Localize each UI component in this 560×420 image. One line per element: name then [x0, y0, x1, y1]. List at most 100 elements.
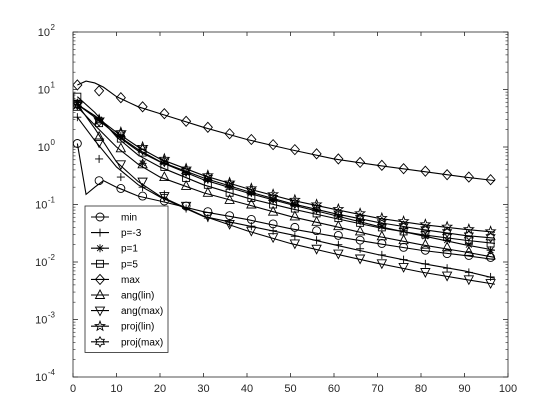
series-line-ang-lin — [76, 106, 496, 258]
series-proj-max — [73, 98, 496, 244]
data-point-proj-max — [463, 229, 474, 242]
data-point-proj-lin — [288, 193, 301, 206]
data-point-ang-lin — [202, 186, 214, 197]
data-point-ang-max — [137, 177, 148, 188]
x-tick-label: 80 — [415, 383, 427, 395]
data-point-max — [180, 115, 192, 127]
data-point-proj-max — [311, 202, 322, 214]
data-point-max — [224, 128, 235, 140]
data-point-max — [115, 92, 126, 104]
data-point-ang-lin — [159, 171, 170, 182]
data-point-max — [246, 133, 257, 146]
series-max — [73, 79, 496, 186]
data-point-proj-max — [441, 226, 453, 239]
legend-entry-p-5: p=5 — [91, 259, 138, 270]
data-point-p-3 — [443, 264, 452, 273]
data-point-ang-lin — [289, 210, 301, 221]
data-point-ang-lin — [485, 249, 496, 260]
legend-entry-p-3: p=-3 — [91, 228, 142, 239]
data-point-ang-lin — [354, 225, 366, 236]
data-point-max — [376, 159, 387, 172]
data-point-proj-max — [420, 223, 431, 236]
x-tick-label: 90 — [458, 383, 470, 395]
data-point-max — [463, 171, 474, 183]
x-tick-label: 60 — [328, 383, 340, 395]
data-point-min — [312, 226, 322, 236]
legend-marker-p-3 — [96, 228, 104, 237]
data-point-max — [485, 174, 496, 186]
data-point-ang-lin — [224, 193, 235, 204]
data-point-proj-lin — [441, 220, 454, 232]
x-tick-label: 20 — [154, 383, 166, 395]
data-point-proj-max — [202, 172, 213, 184]
data-point-proj-lin — [201, 169, 214, 181]
data-point-ang-lin — [463, 245, 475, 256]
data-point-proj-max — [115, 128, 126, 141]
data-point-ang-lin — [376, 230, 388, 241]
data-point-p-5 — [269, 200, 278, 209]
data-point-ang-lin — [180, 180, 192, 190]
data-point-p-3 — [356, 244, 365, 253]
data-point-proj-lin — [310, 198, 323, 210]
legend-entry-proj-lin: proj(lin) — [91, 319, 154, 333]
legend-label: proj(max) — [121, 337, 163, 348]
data-point-max — [202, 121, 213, 133]
data-point-p-1 — [138, 159, 147, 168]
data-point-proj-lin — [419, 218, 432, 230]
data-point-p-3 — [421, 259, 430, 268]
data-point-ang-lin — [246, 198, 257, 209]
data-point-proj-lin — [462, 223, 475, 235]
data-point-proj-max — [485, 231, 496, 244]
data-point-max — [398, 162, 409, 175]
legend-label: p=5 — [121, 259, 138, 270]
data-point-max — [267, 138, 279, 151]
data-point-min — [94, 176, 104, 186]
data-point-p-5 — [464, 236, 473, 245]
data-point-min — [290, 222, 300, 232]
data-point-p-3 — [399, 255, 408, 264]
data-point-p-3 — [377, 250, 386, 259]
data-point-p-5 — [486, 239, 495, 248]
data-point-ang-max — [159, 192, 170, 203]
data-point-proj-max — [376, 216, 387, 229]
data-point-max — [333, 153, 344, 165]
data-point-p-3 — [95, 154, 104, 163]
data-point-min — [420, 245, 430, 255]
series-line-p-1 — [77, 103, 496, 251]
data-point-p-3 — [464, 268, 473, 277]
data-point-ang-lin — [137, 158, 148, 169]
data-point-p-3 — [290, 232, 299, 241]
legend-label: p=-3 — [121, 228, 142, 239]
data-point-p-3 — [160, 190, 169, 199]
data-point-max — [289, 143, 300, 156]
data-point-ang-max — [485, 279, 496, 290]
data-point-ang-lin — [398, 234, 409, 245]
data-point-proj-lin — [397, 215, 410, 227]
data-point-ang-max — [246, 226, 257, 237]
legend-entry-p-1: p=1 — [91, 244, 138, 255]
series-line-proj-max — [77, 103, 495, 239]
data-point-proj-max — [267, 192, 279, 204]
data-point-ang-max — [267, 233, 279, 244]
legend-marker-proj-lin — [94, 319, 106, 332]
x-tick-label: 30 — [197, 383, 209, 395]
data-point-proj-lin — [245, 182, 258, 194]
data-point-ang-max — [115, 160, 127, 171]
data-point-ang-max — [398, 263, 409, 273]
legend-entry-min: min — [91, 213, 137, 224]
legend-marker-p-5 — [96, 259, 104, 268]
data-point-ang-max — [354, 254, 366, 265]
data-point-p-3 — [334, 240, 343, 249]
data-point-p-3 — [73, 113, 82, 122]
data-point-proj-max — [180, 165, 192, 178]
data-point-max — [159, 107, 170, 120]
data-point-max — [73, 79, 83, 91]
legend-marker-min — [95, 212, 105, 222]
data-point-proj-max — [137, 143, 148, 156]
x-tick-label: 50 — [284, 383, 296, 395]
legend-label: ang(max) — [121, 306, 163, 317]
data-point-ang-max — [420, 268, 431, 278]
data-point-proj-lin — [158, 152, 171, 165]
series-line-p-3 — [76, 116, 496, 279]
data-point-min — [138, 191, 148, 201]
